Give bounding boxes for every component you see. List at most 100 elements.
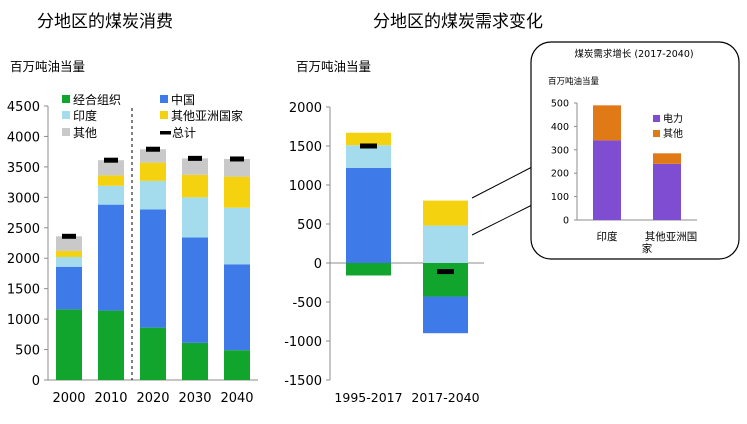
- legend-label-other_asia: 其他亚洲国家: [171, 108, 243, 123]
- inset-bar-power-item-0: [593, 140, 621, 220]
- left-bar-composite-item-4: [224, 350, 250, 380]
- left-bar-china-item-3: [182, 237, 208, 343]
- left-bar-composite-item-2: [140, 327, 166, 380]
- inset-y-tick-label: 200: [551, 169, 569, 180]
- left-category-label: 2020: [136, 391, 169, 406]
- left-y-tick-label: 3000: [7, 191, 40, 206]
- inset-bar-inset_other-item-1: [653, 153, 681, 164]
- legend-label-china: 中国: [171, 92, 195, 107]
- left-bar-other-item-1: [98, 160, 124, 176]
- legend-label-total: 总计: [172, 126, 196, 140]
- left-bar-china-item-1: [98, 204, 124, 311]
- left-bar-india-item-0: [56, 257, 82, 267]
- left-bar-india-item-1: [98, 185, 124, 205]
- left-y-tick-label: 4500: [7, 100, 40, 115]
- left-bar-other_asia-item-1: [98, 175, 124, 186]
- legend-swatch-other: [62, 128, 70, 136]
- mid-bar-composite-item-1: [423, 263, 468, 297]
- mid-y-tick-label: 0: [314, 257, 322, 272]
- inset-y-tick-label: 0: [563, 216, 569, 227]
- left-total-marker-item-2: [146, 146, 160, 152]
- inset-connector-lines: [471, 166, 533, 236]
- inset-category-label: 印度: [597, 230, 618, 243]
- left-total-marker-item-4: [230, 156, 244, 162]
- legend-swatch-total: [160, 131, 171, 135]
- mid-bar-china-item-1: [423, 296, 468, 334]
- left-bar-china-item-4: [224, 264, 250, 351]
- left-category-label: 2010: [94, 391, 127, 406]
- left-bar-other-item-0: [56, 236, 82, 251]
- left-y-tick-label: 4000: [7, 130, 40, 145]
- left-category-label: 2030: [178, 391, 211, 406]
- mid-category-label: 2017-2040: [411, 390, 479, 405]
- mid-y-tick-label: -1000: [284, 335, 322, 350]
- left-bar-india-item-3: [182, 197, 208, 238]
- mid-bar-india-item-0: [346, 145, 391, 168]
- left-bar-other-item-4: [224, 158, 250, 177]
- inset-category-label-line: 家: [642, 242, 653, 255]
- left-chart-title: 分地区的煤炭消费: [37, 12, 173, 32]
- inset-legend-swatch-inset_other: [653, 130, 660, 137]
- inset-y-tick-label: 400: [551, 122, 569, 133]
- coal-demand-growth-inset-panel: 煤炭需求增长 (2017-2040) 百万吨油当量 0 100 200 300 400 500…: [530, 41, 740, 260]
- left-bar-other_asia-item-2: [140, 162, 166, 181]
- left-total-marker-item-1: [104, 157, 118, 163]
- left-y-tick-label: 2000: [7, 252, 40, 267]
- left-y-axis-label: 百万吨油当量: [10, 59, 85, 74]
- inset-bar-power-item-1: [653, 163, 681, 220]
- legend-label-composite: 经合组织: [73, 92, 121, 107]
- mid-y-tick-label: 1000: [289, 179, 322, 194]
- inset-category-label-line: 其他亚洲国: [645, 230, 698, 243]
- left-y-tick-label: 1000: [7, 313, 40, 328]
- left-bar-india-item-4: [224, 207, 250, 265]
- legend-swatch-china: [160, 95, 168, 103]
- left-y-tick-label: 0: [32, 374, 40, 389]
- mid-y-tick-label: 500: [297, 218, 322, 233]
- left-bar-other-item-3: [182, 158, 208, 175]
- mid-y-tick-label: -1500: [284, 374, 322, 389]
- left-bar-other-item-2: [140, 149, 166, 163]
- inset-legend-label-power: 电力: [663, 112, 683, 125]
- inset-legend-swatch-power: [653, 115, 660, 122]
- mid-y-axis-label: 百万吨油当量: [296, 59, 371, 74]
- inset-legend-label-inset_other: 其他: [663, 127, 683, 140]
- left-bar-composite-item-1: [98, 310, 124, 380]
- inset-y-tick-label: 100: [551, 192, 569, 203]
- left-total-marker-item-3: [188, 155, 202, 161]
- inset-y-tick-label: 300: [551, 145, 569, 156]
- mid-bar-other_asia-item-1: [423, 200, 468, 226]
- connector-line-lower: [471, 204, 533, 236]
- mid-bar-other_asia-item-0: [346, 132, 391, 146]
- connector-line-upper: [471, 166, 533, 199]
- inset-y-axis-label: 百万吨油当量: [548, 76, 600, 87]
- mid-bar-india-item-1: [423, 225, 468, 263]
- left-bar-india-item-2: [140, 180, 166, 210]
- inset-category-label: 其他亚洲国家: [642, 230, 698, 255]
- legend-swatch-other_asia: [160, 111, 168, 119]
- inset-y-tick-label: 500: [551, 99, 569, 110]
- left-category-label: 2040: [220, 391, 253, 406]
- legend-swatch-composite: [62, 95, 70, 103]
- left-category-label: 2000: [52, 391, 85, 406]
- left-y-tick-label: 3500: [7, 161, 40, 176]
- legend-swatch-india: [62, 111, 70, 119]
- left-bar-composite-item-3: [182, 342, 208, 380]
- left-bar-china-item-2: [140, 209, 166, 328]
- mid-total-marker-item-0: [360, 143, 377, 149]
- mid-total-marker-item-1: [437, 269, 454, 275]
- mid-bar-china-item-0: [346, 167, 391, 263]
- inset-title: 煤炭需求增长 (2017-2040): [574, 48, 693, 60]
- left-bar-other_asia-item-0: [56, 250, 82, 258]
- left-y-tick-label: 500: [15, 344, 40, 359]
- legend-label-other: 其他: [73, 126, 97, 140]
- inset-frame: [530, 41, 740, 260]
- left-bar-composite-item-0: [56, 309, 82, 380]
- left-bar-other_asia-item-4: [224, 176, 250, 208]
- left-total-marker-item-0: [62, 233, 76, 239]
- mid-y-tick-label: -500: [292, 296, 322, 311]
- left-y-tick-label: 1500: [7, 283, 40, 298]
- mid-y-tick-label: 2000: [289, 101, 322, 116]
